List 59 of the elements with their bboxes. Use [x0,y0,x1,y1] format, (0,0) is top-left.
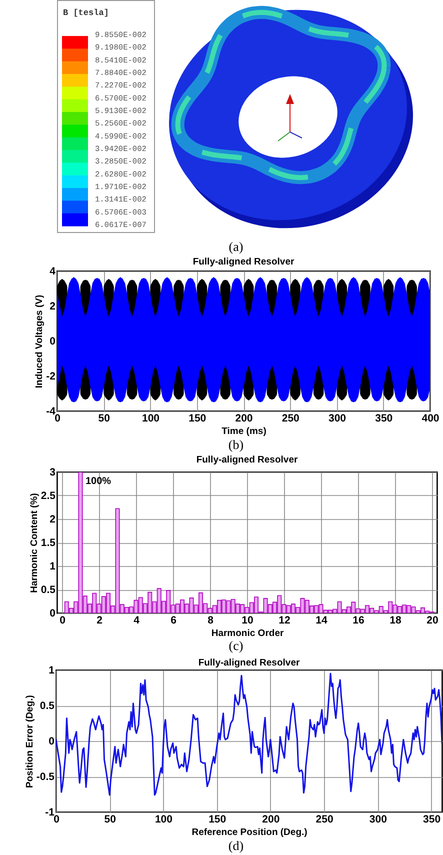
y-tick-label: -0.5 [36,771,55,783]
y-tick-label: 0.5 [40,584,56,596]
y-tick-label: 0 [50,336,56,348]
x-tick-label: 200 [235,412,253,424]
y-tick-label: 2 [50,514,56,526]
text: (b) [227,437,245,453]
y-tick-label: 2 [50,300,56,312]
x-tick-label: 300 [328,412,346,424]
x-tick-label: 250 [316,814,334,826]
y-tick-label: -1 [45,806,55,818]
y-tick-label: -4 [46,406,56,418]
x-tick-label: 6 [170,614,177,626]
y-tick-label: 2.5 [40,490,56,502]
y-axis-title: Harmonic Content (%) [28,493,40,593]
chart-title: Fully-aligned Resolver [196,454,298,466]
bar [180,599,185,613]
x-axis-title: Harmonic Order [211,628,284,639]
x-tick-label: 12 [278,614,290,626]
y-tick-label: 1 [48,664,55,676]
x-tick-label: 4 [134,614,140,626]
annotation: 100% [86,476,112,487]
x-tick-label: 8 [208,614,214,626]
line-series [56,672,442,796]
x-axis-title: Reference Position (Deg.) [192,827,308,838]
y-tick-label: 1.5 [40,537,56,549]
x-tick-label: 400 [422,412,440,424]
y-tick-label: 3 [50,466,56,478]
y-tick-label: 4 [50,266,56,278]
x-tick-label: 14 [316,614,328,626]
x-tick-label: 350 [375,412,393,424]
y-axis-title: Position Error (Deg.) [24,695,36,788]
x-tick-label: 300 [369,814,388,826]
text: (d) [227,838,245,854]
x-tick-label: 150 [208,814,226,826]
x-tick-label: 200 [262,814,280,826]
x-tick-label: 250 [282,412,300,424]
x-tick-label: 150 [188,412,206,424]
y-tick-label: 0 [48,736,55,748]
y-axis-title: Induced Voltages (V) [34,294,46,388]
chart-title: Fully-aligned Resolver [198,658,300,668]
y-tick-label: 1 [50,560,56,572]
x-tick-label: 350 [423,814,441,826]
y-tick-label: 0.5 [40,700,55,712]
x-tick-label: 16 [352,614,364,626]
y-tick-label: -2 [46,370,56,382]
x-tick-label: 2 [96,614,103,626]
x-tick-label: 50 [98,412,110,424]
chart-title: Fully-aligned Resolver [192,256,294,268]
x-tick-label: 100 [142,412,160,424]
x-tick-label: 20 [426,614,438,626]
x-tick-label: 18 [390,614,402,626]
x-axis-title: Time (ms) [222,426,266,437]
x-tick-label: 50 [104,814,116,826]
text: (a) [228,239,244,255]
text: (c) [228,638,244,654]
legend-title: B [tesla] [63,8,109,18]
x-tick-label: 0 [60,614,66,626]
x-tick-label: 100 [154,814,173,826]
x-tick-label: 10 [242,614,254,626]
